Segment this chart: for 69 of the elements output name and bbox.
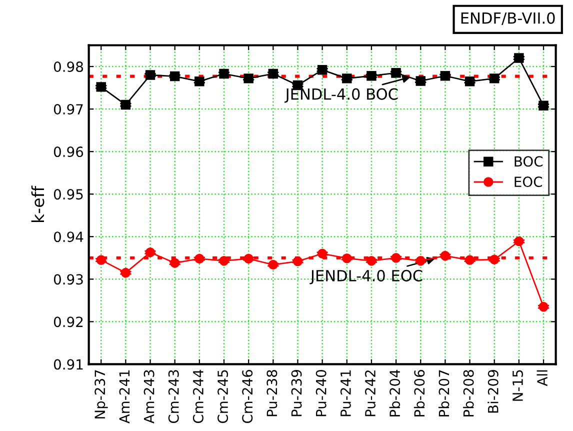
point	[317, 248, 328, 258]
x-tick-label: Pb-207	[438, 370, 450, 416]
point	[292, 256, 303, 266]
point	[514, 236, 524, 246]
point	[194, 254, 204, 264]
point	[219, 256, 229, 266]
y-tick-label: 0.97	[54, 104, 83, 115]
x-tick-label: Cm-246	[242, 370, 253, 424]
x-tick-label: Pb-204	[389, 370, 400, 416]
point	[416, 256, 426, 266]
point	[464, 255, 475, 265]
x-tick-label: N-15	[512, 370, 523, 401]
point	[490, 254, 500, 264]
x-tick-label: Pu-239	[291, 370, 302, 416]
point	[268, 260, 278, 270]
x-tick-label: Cm-244	[192, 370, 204, 424]
point	[219, 68, 229, 79]
point	[96, 255, 106, 265]
x-tick-label: Bi-209	[488, 370, 498, 413]
point	[145, 247, 156, 258]
x-tick-label: Am-241	[119, 370, 130, 424]
x-tick-label: Cm-245	[218, 370, 228, 424]
point	[342, 74, 352, 84]
point	[244, 74, 254, 84]
point	[170, 71, 180, 82]
point	[366, 71, 376, 81]
y-tick-label: 0.91	[54, 359, 83, 370]
point	[391, 68, 401, 78]
y-tick-label: 0.98	[54, 61, 84, 72]
y-tick-label: 0.94	[54, 232, 84, 242]
point	[416, 76, 426, 86]
point	[514, 53, 524, 63]
x-tick-label: Pu-242	[364, 370, 376, 416]
text: ENDF/B-VII.0	[461, 12, 555, 26]
y-tick-label: 0.95	[54, 189, 83, 200]
point	[317, 65, 328, 75]
x-tick-label: Am-243	[144, 370, 154, 424]
point	[440, 250, 450, 261]
point	[170, 258, 180, 268]
point	[342, 253, 352, 264]
point	[538, 302, 548, 312]
x-tick-label: Pu-238	[266, 370, 278, 416]
point	[268, 68, 278, 79]
annotation: JENDL-4.0 BOC	[284, 88, 398, 103]
point	[120, 100, 131, 110]
point	[120, 268, 131, 278]
point	[96, 82, 106, 92]
point	[366, 256, 376, 266]
point	[194, 76, 204, 86]
x-tick-label: Pb-208	[463, 370, 474, 416]
y-tick-label: 0.93	[54, 274, 83, 285]
x-tick-label: Pb-206	[414, 370, 425, 416]
point	[464, 76, 475, 86]
x-tick-label: Np-237	[94, 370, 108, 418]
x-tick-label: Cm-243	[168, 370, 179, 424]
y-tick-label: 0.96	[54, 146, 84, 158]
x-tick-label: Pu-241	[340, 370, 351, 416]
point	[440, 71, 450, 81]
annotation: JENDL-4.0 EOC	[310, 270, 422, 284]
x-tick-label: All	[536, 370, 548, 386]
point	[244, 254, 254, 264]
point	[391, 253, 401, 263]
point	[490, 74, 500, 84]
legend-label: EOC	[514, 176, 542, 188]
legend-label: BOC	[514, 156, 543, 167]
x-tick-label: Pu-240	[316, 370, 326, 416]
y-tick-label: 0.92	[54, 316, 83, 328]
point	[145, 70, 156, 80]
y-axis-title: k-eff	[31, 186, 44, 222]
